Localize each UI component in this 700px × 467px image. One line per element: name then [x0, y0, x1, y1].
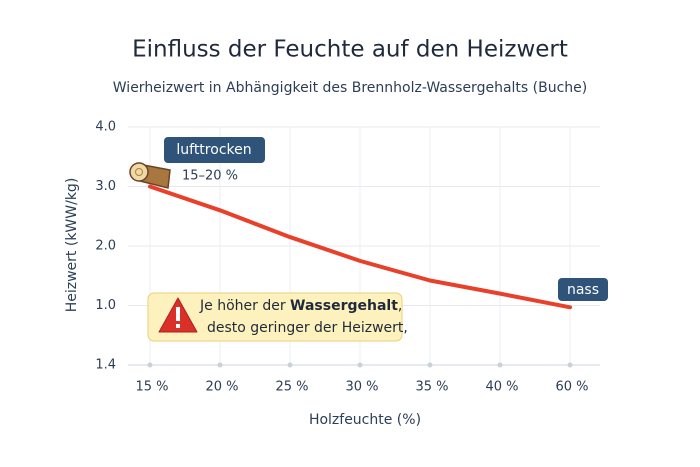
x-tick-label: 35 % [415, 380, 448, 395]
x-tick [357, 362, 363, 368]
x-tick-label: 20 % [205, 380, 238, 395]
dry-label: lufttrocken [176, 142, 251, 158]
warning-icon-dot [176, 324, 180, 328]
warning-text: Je höher der [199, 298, 290, 314]
chart-title: Einfluss der Feuchte auf den Heizwert [132, 37, 568, 63]
x-tick-label: 25 % [275, 380, 308, 395]
x-tick-label: 15 % [135, 380, 168, 395]
x-tick [217, 362, 223, 368]
dry-range: 15–20 % [182, 169, 238, 184]
chart-subtitle: Wierheizwert in Abhängigkeit des Brennho… [113, 80, 587, 96]
y-tick-label: 1.4 [95, 358, 116, 373]
wet-label: nass [567, 282, 599, 298]
warning-bold: Wassergehalt [290, 298, 398, 314]
y-tick-label: 4.0 [95, 120, 116, 135]
log-icon [129, 162, 171, 189]
x-tick [567, 362, 573, 368]
y-tick-label: 1.0 [95, 298, 116, 313]
warning-text: , [398, 298, 402, 314]
x-tick [147, 362, 153, 368]
y-tick-label: 2.0 [95, 239, 116, 254]
y-tick-label: 3.0 [95, 179, 116, 194]
y-axis-label: Heizwert (kWW/kg) [64, 178, 80, 313]
data-line [148, 184, 572, 310]
warning-line-2: desto geringer der Heizwert, [207, 320, 408, 336]
x-tick [497, 362, 503, 368]
x-tick [287, 362, 293, 368]
dry-callout [164, 137, 265, 163]
x-tick [427, 362, 433, 368]
x-tick-label: 30 % [345, 380, 378, 395]
warning-line-1: Je höher der Wassergehalt, [199, 298, 402, 314]
marks [148, 184, 572, 310]
x-axis-label: Holzfeuchte (%) [309, 412, 421, 428]
warning-icon-bar [176, 307, 180, 321]
warning-box [147, 292, 403, 342]
wet-callout [558, 278, 608, 301]
x-tick-label: 60 % [555, 380, 588, 395]
x-tick-label: 40 % [485, 380, 518, 395]
